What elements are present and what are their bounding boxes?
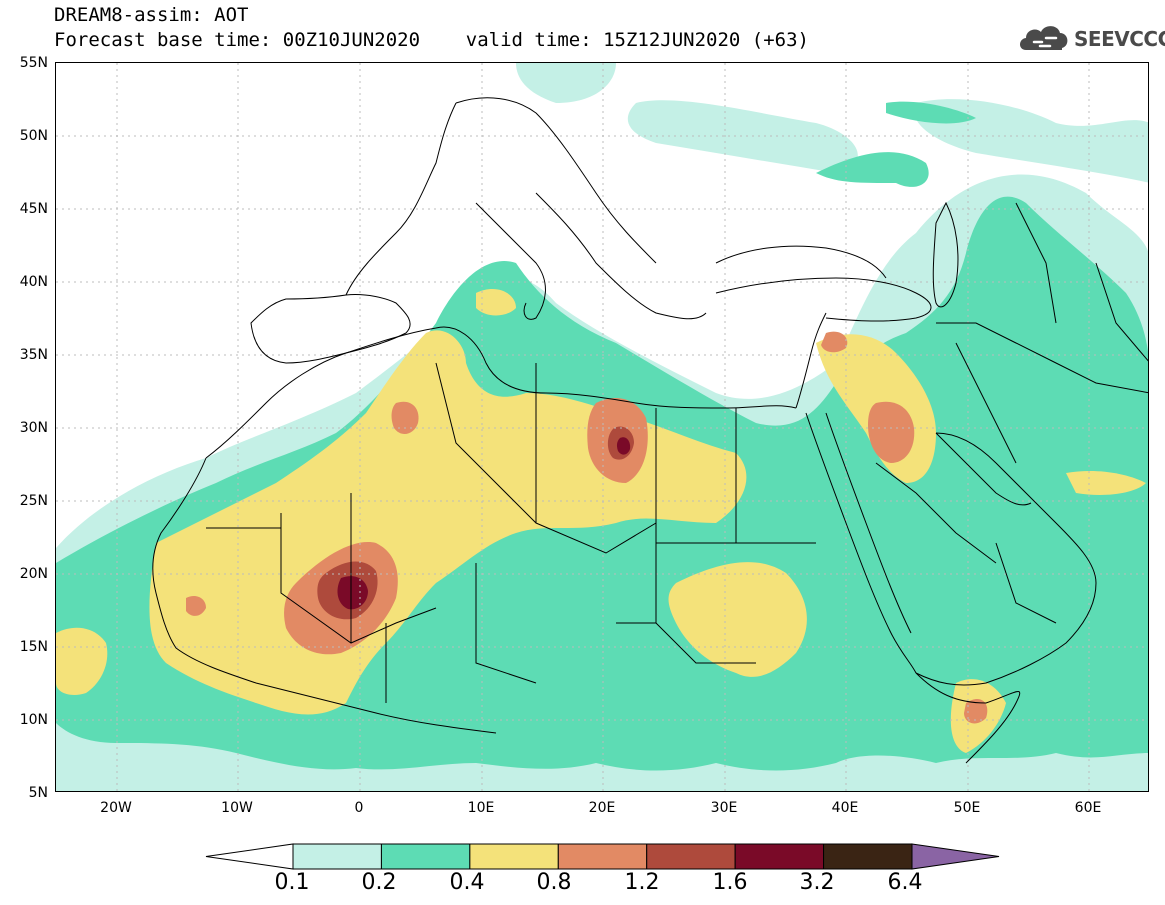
lat-label-55n: 55N [19,55,48,71]
colorbar-swatch [734,843,825,870]
lat-label-15n: 15N [19,639,48,655]
graticule [56,63,1148,791]
aot-contour-1.6 [337,437,631,610]
colorbar-swatch [292,843,382,870]
lon-label-40e: 40E [831,800,859,816]
colorbar-swatch [911,843,1000,870]
lon-label-20w: 20W [100,800,132,816]
colorbar-label-0.1: 0.1 [274,870,310,895]
lat-label-10n: 10N [19,712,48,728]
colorbar-swatch [380,843,471,870]
lat-label-40n: 40N [19,274,48,290]
colorbar-label-0.8: 0.8 [536,870,572,895]
colorbar-label-0.4: 0.4 [449,870,485,895]
lon-label-20e: 20E [588,800,616,816]
lat-label-50n: 50N [19,128,48,144]
colorbar-label-3.2: 3.2 [799,870,835,895]
map-title: DREAM8-assim: AOT [54,4,249,26]
seevccc-logo: SEEVCCC [1016,18,1165,58]
colorbar-segments [205,843,1000,870]
coastlines [152,97,1148,764]
aot-colorbar [205,843,1000,870]
lat-label-25n: 25N [19,493,48,509]
colorbar-swatch [646,843,736,870]
lon-label-10e: 10E [467,800,495,816]
cloud-icon [1020,26,1068,50]
lon-label-0: 0 [354,800,364,816]
lat-label-30n: 30N [19,420,48,436]
aot-field-map [56,63,1148,791]
lat-label-45n: 45N [19,201,48,217]
forecast-time-line: Forecast base time: 00Z10JUN2020 valid t… [54,29,809,51]
colorbar-label-6.4: 6.4 [887,870,923,895]
colorbar-label-1.2: 1.2 [624,870,660,895]
lat-label-5n: 5N [28,785,48,801]
logo-text: SEEVCCC [1074,27,1165,51]
colorbar-swatch [557,843,648,870]
lat-label-35n: 35N [19,347,48,363]
lon-label-10w: 10W [221,800,253,816]
lon-label-50e: 50E [953,800,981,816]
lon-label-60e: 60E [1074,800,1102,816]
lat-label-20n: 20N [19,566,48,582]
colorbar-label-1.6: 1.6 [712,870,748,895]
colorbar-label-0.2: 0.2 [361,870,397,895]
map-area [55,62,1149,792]
colorbar-swatch [205,843,294,870]
colorbar-swatch [469,843,559,870]
lon-label-30e: 30E [710,800,738,816]
colorbar-swatch [823,843,913,870]
